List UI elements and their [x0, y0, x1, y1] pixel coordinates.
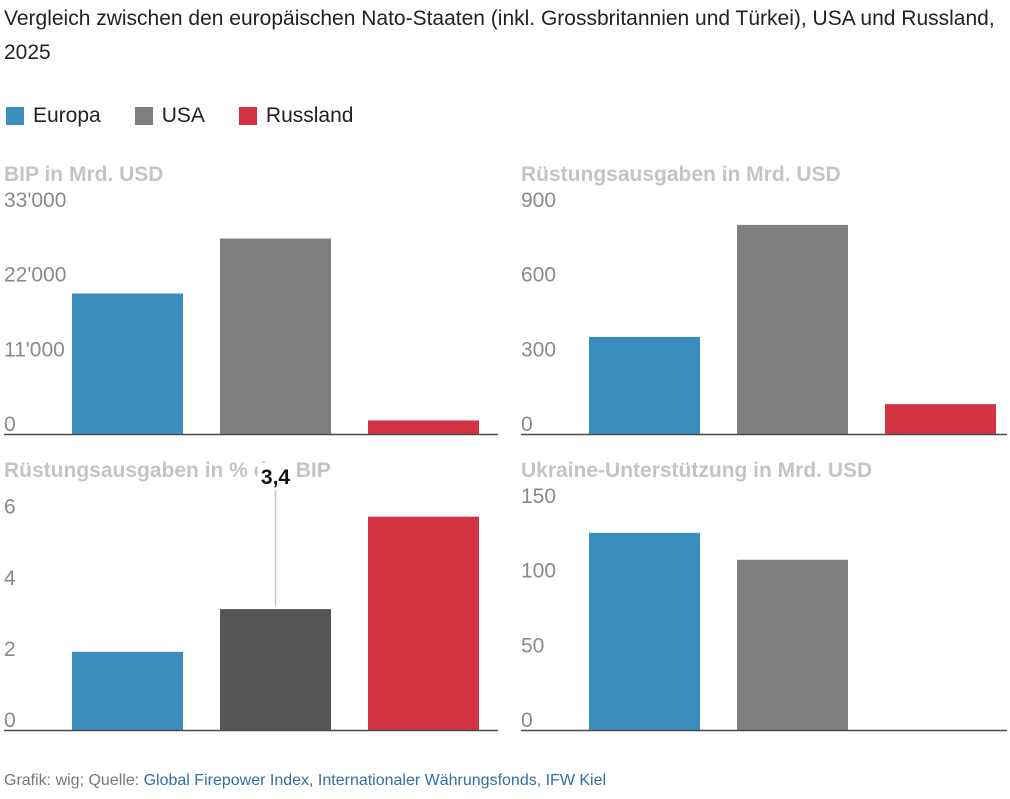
- bar-russland: [885, 404, 996, 434]
- legend-item-europa: Europa: [6, 104, 101, 128]
- panel-title: Rüstungsausgaben in Mrd. USD: [521, 163, 841, 186]
- y-tick-label: 22'000: [4, 264, 66, 287]
- y-tick-label: 900: [521, 189, 556, 212]
- legend: Europa USA Russland: [6, 101, 387, 131]
- y-tick-label: 2: [4, 638, 16, 661]
- source-separator: ,: [536, 772, 546, 789]
- bar-russland: [368, 516, 479, 730]
- bar-usa: [737, 224, 848, 434]
- panel-title: BIP in Mrd. USD: [4, 163, 164, 186]
- legend-item-russland: Russland: [238, 104, 354, 128]
- bar-usa: [220, 609, 331, 730]
- y-tick-label: 100: [521, 560, 556, 583]
- y-tick-label: 0: [4, 413, 16, 436]
- bar-europa: [72, 651, 183, 730]
- bar-usa: [737, 559, 848, 730]
- bar-europa: [589, 532, 700, 730]
- source-link-imf[interactable]: Internationaler Währungsfonds: [317, 772, 537, 789]
- panel-military-spending-plot: 0 300 600 900: [521, 189, 1007, 436]
- annotation-layer: 3,4: [257, 463, 294, 489]
- panel-ukraine-support-plot: 0 50 100 150: [521, 485, 1007, 732]
- y-tick-label: 50: [521, 634, 544, 657]
- y-tick-label: 33'000: [4, 189, 66, 212]
- panel-ukraine-support: 0 50 100 150 Ukraine-Unterstützung in Mrd. …: [521, 459, 1007, 734]
- y-tick-label: 0: [521, 413, 533, 436]
- y-tick-label: 150: [521, 485, 556, 508]
- annotation-label: 3,4: [261, 466, 291, 489]
- y-tick-label: 11'000: [4, 338, 65, 361]
- legend-label-usa: USA: [161, 104, 205, 127]
- y-tick-label: 300: [521, 338, 556, 361]
- source-separator: ,: [309, 772, 318, 789]
- legend-label-europa: Europa: [33, 104, 101, 127]
- legend-label-russland: Russland: [265, 104, 354, 127]
- legend-item-usa: USA: [134, 104, 205, 128]
- source-link-gfp[interactable]: Global Firepower Index: [143, 772, 310, 789]
- bar-russland: [368, 420, 479, 434]
- bar-usa: [220, 238, 331, 434]
- bar-europa: [589, 336, 700, 434]
- legend-swatch-europa: [6, 107, 24, 125]
- annotation-label-background: [257, 463, 294, 487]
- footer-prefix: Grafik: wig; Quelle:: [4, 772, 144, 789]
- panel-title: Ukraine-Unterstützung in Mrd. USD: [521, 459, 873, 482]
- panel-military-share-plot: 0 2 4 6: [4, 490, 498, 732]
- y-tick-label: 4: [4, 567, 16, 590]
- chart-title: Vergleich zwischen den europäischen Nato…: [4, 7, 995, 64]
- panel-gdp: 0 11'000 22'000 33'000 BIP in Mrd. USD: [4, 163, 498, 438]
- y-tick-label: 600: [521, 264, 556, 287]
- y-tick-label: 0: [4, 709, 16, 732]
- y-tick-label: 6: [4, 496, 16, 519]
- panel-military-share: 0 2 4 6 Rüstungsausgaben in % des BIP 3,4: [4, 459, 498, 734]
- panel-gdp-plot: 0 11'000 22'000 33'000: [4, 189, 498, 436]
- panel-title: Rüstungsausgaben in % des BIP: [4, 459, 331, 482]
- source-link-ifw[interactable]: IFW Kiel: [545, 772, 607, 789]
- legend-swatch-usa: [134, 107, 153, 125]
- legend-swatch-russland: [238, 107, 257, 125]
- footer: Grafik: wig; Quelle: Global Firepower In…: [4, 772, 606, 790]
- bar-europa: [72, 293, 183, 434]
- panel-military-spending: 0 300 600 900 Rüstungsausgaben in Mrd. USD: [521, 163, 1007, 438]
- y-tick-label: 0: [521, 709, 533, 732]
